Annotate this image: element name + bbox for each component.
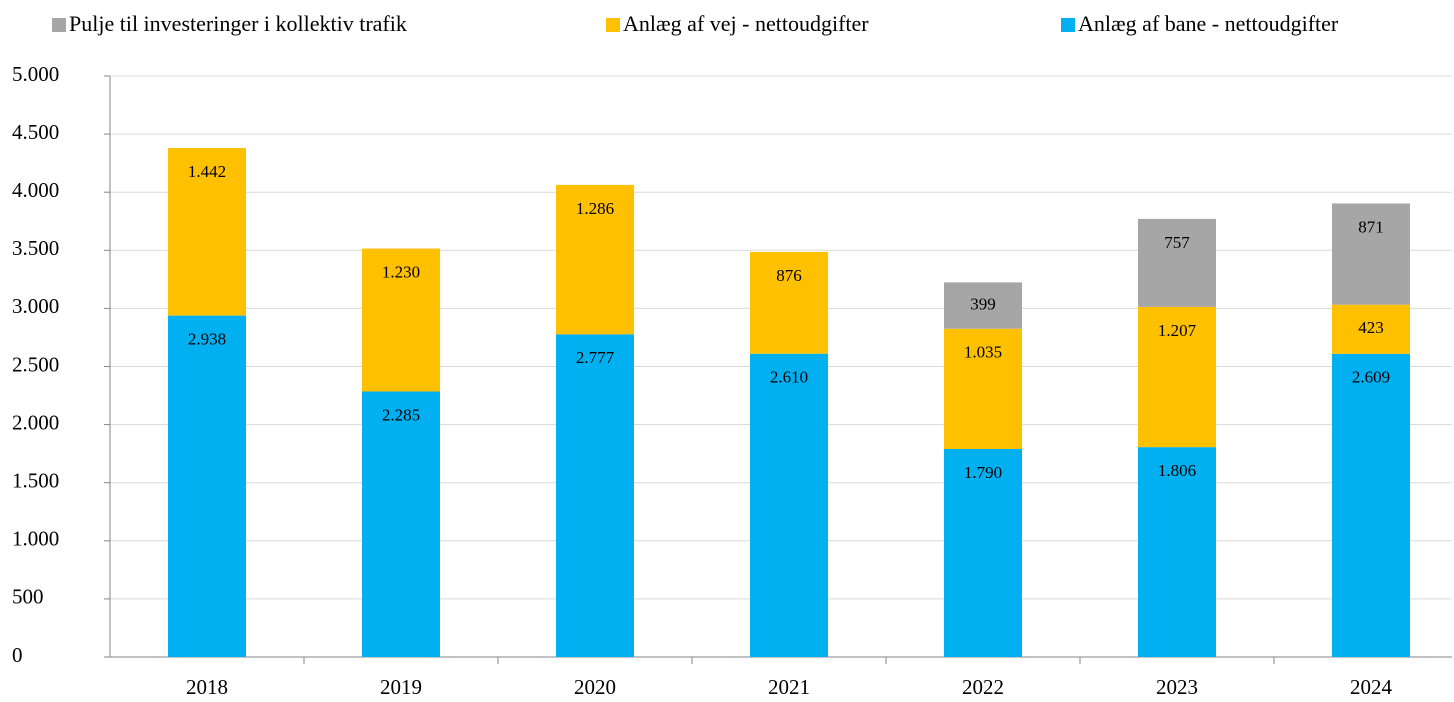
x-tick-label: 2018: [186, 675, 228, 699]
x-tick-label: 2020: [574, 675, 616, 699]
bar-segment: [944, 328, 1022, 450]
legend-swatch: [52, 18, 66, 32]
value-label: 1.230: [382, 262, 420, 281]
bar-segment: [944, 449, 1022, 657]
bar-segment: [362, 391, 440, 657]
y-tick-label: 1.500: [12, 469, 59, 493]
value-label: 423: [1358, 318, 1384, 337]
legend-label: Anlæg af bane - nettoudgifter: [1078, 11, 1339, 36]
bar-segment: [556, 334, 634, 657]
bar-segment: [1138, 306, 1216, 448]
bar-segment: [750, 251, 828, 354]
value-label: 1.442: [188, 162, 226, 181]
y-tick-label: 1.000: [12, 527, 59, 551]
value-label: 399: [970, 294, 996, 313]
value-label: 2.777: [576, 348, 615, 367]
bar-segment: [1138, 218, 1216, 307]
y-tick-label: 4.500: [12, 120, 59, 144]
value-label: 1.790: [964, 463, 1002, 482]
x-tick-label: 2024: [1350, 675, 1393, 699]
x-tick-label: 2022: [962, 675, 1004, 699]
x-tick-label: 2023: [1156, 675, 1198, 699]
y-tick-label: 4.000: [12, 178, 59, 202]
value-label: 871: [1358, 217, 1384, 236]
y-tick-label: 2.500: [12, 352, 59, 376]
value-label: 757: [1164, 233, 1190, 252]
value-label: 2.610: [770, 368, 808, 387]
value-label: 2.285: [382, 405, 420, 424]
bar-segment: [1332, 304, 1410, 354]
y-tick-label: 5.000: [12, 62, 59, 86]
legend-swatch: [606, 18, 620, 32]
bar-segment: [168, 148, 246, 316]
bar-segment: [1332, 353, 1410, 657]
x-tick-label: 2021: [768, 675, 810, 699]
legend-label: Pulje til investeringer i kollektiv traf…: [69, 11, 407, 36]
value-label: 1.207: [1158, 321, 1197, 340]
value-label: 876: [776, 266, 802, 285]
value-label: 2.938: [188, 330, 226, 349]
bar-segment: [556, 184, 634, 335]
bar-segment: [1138, 447, 1216, 657]
bar-segment: [362, 248, 440, 392]
bar-segment: [168, 315, 246, 657]
y-tick-label: 2.000: [12, 410, 59, 434]
legend-label: Anlæg af vej - nettoudgifter: [623, 11, 869, 36]
value-label: 1.806: [1158, 461, 1196, 480]
value-label: 1.035: [964, 343, 1002, 362]
y-tick-label: 3.000: [12, 294, 59, 318]
y-tick-label: 3.500: [12, 236, 59, 260]
bar-segment: [944, 282, 1022, 329]
y-tick-label: 500: [12, 585, 44, 609]
bar-segment: [1332, 203, 1410, 305]
value-label: 2.609: [1352, 368, 1390, 387]
y-tick-label: 0: [12, 643, 23, 667]
bar-segment: [750, 353, 828, 657]
value-label: 1.286: [576, 199, 614, 218]
legend-swatch: [1061, 18, 1075, 32]
x-tick-label: 2019: [380, 675, 422, 699]
